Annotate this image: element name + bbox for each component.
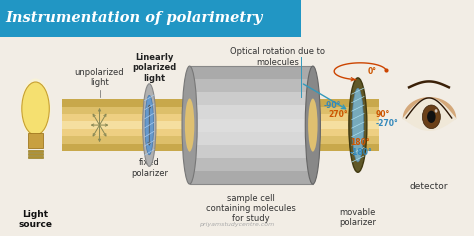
Text: 270°: 270° [328, 110, 348, 119]
Ellipse shape [185, 98, 194, 152]
Text: detector: detector [410, 182, 448, 191]
Text: Linearly
polarized
light: Linearly polarized light [132, 53, 176, 83]
Bar [190, 92, 313, 105]
Bar [62, 121, 379, 129]
Bar [190, 105, 313, 118]
Text: movable
polarizer: movable polarizer [339, 208, 376, 227]
FancyBboxPatch shape [28, 153, 43, 155]
Bar [190, 145, 313, 158]
Text: -90°: -90° [323, 101, 341, 110]
Ellipse shape [349, 78, 367, 172]
Text: 0°: 0° [368, 67, 377, 76]
Bar [190, 66, 313, 79]
Bar [62, 144, 379, 151]
Text: Instrumentation of polarimetry: Instrumentation of polarimetry [6, 11, 263, 25]
FancyBboxPatch shape [28, 150, 43, 152]
Text: -180°: -180° [350, 148, 373, 157]
Bar [190, 79, 313, 92]
FancyBboxPatch shape [28, 156, 43, 158]
Bar [190, 118, 313, 132]
Text: unpolarized
light: unpolarized light [75, 68, 124, 87]
FancyBboxPatch shape [0, 0, 301, 37]
Text: Optical rotation due to
molecules: Optical rotation due to molecules [230, 47, 325, 67]
Ellipse shape [20, 78, 51, 139]
Ellipse shape [422, 105, 440, 129]
Bar [62, 114, 379, 121]
Text: -270°: -270° [375, 119, 398, 128]
Text: sample cell
containing molecules
for study: sample cell containing molecules for stu… [206, 194, 296, 223]
Ellipse shape [435, 109, 438, 113]
Ellipse shape [182, 66, 197, 184]
Text: 180°: 180° [350, 138, 369, 147]
Ellipse shape [427, 111, 436, 123]
Text: fixed
polarizer: fixed polarizer [131, 158, 168, 177]
Bar [190, 171, 313, 184]
Text: Light
source: Light source [18, 210, 53, 229]
Bar [190, 158, 313, 171]
Text: 90°: 90° [375, 110, 390, 119]
Ellipse shape [145, 95, 154, 155]
Bar [62, 106, 379, 114]
Bar [62, 136, 379, 144]
Ellipse shape [22, 82, 49, 135]
Ellipse shape [143, 84, 156, 166]
FancyBboxPatch shape [28, 133, 43, 148]
Ellipse shape [308, 98, 318, 152]
Bar [190, 132, 313, 145]
Bar [190, 66, 313, 184]
Bar [62, 129, 379, 136]
Ellipse shape [352, 88, 364, 162]
Ellipse shape [305, 66, 320, 184]
Text: priyamstudycentre.com: priyamstudycentre.com [200, 222, 274, 227]
Bar [62, 99, 379, 106]
